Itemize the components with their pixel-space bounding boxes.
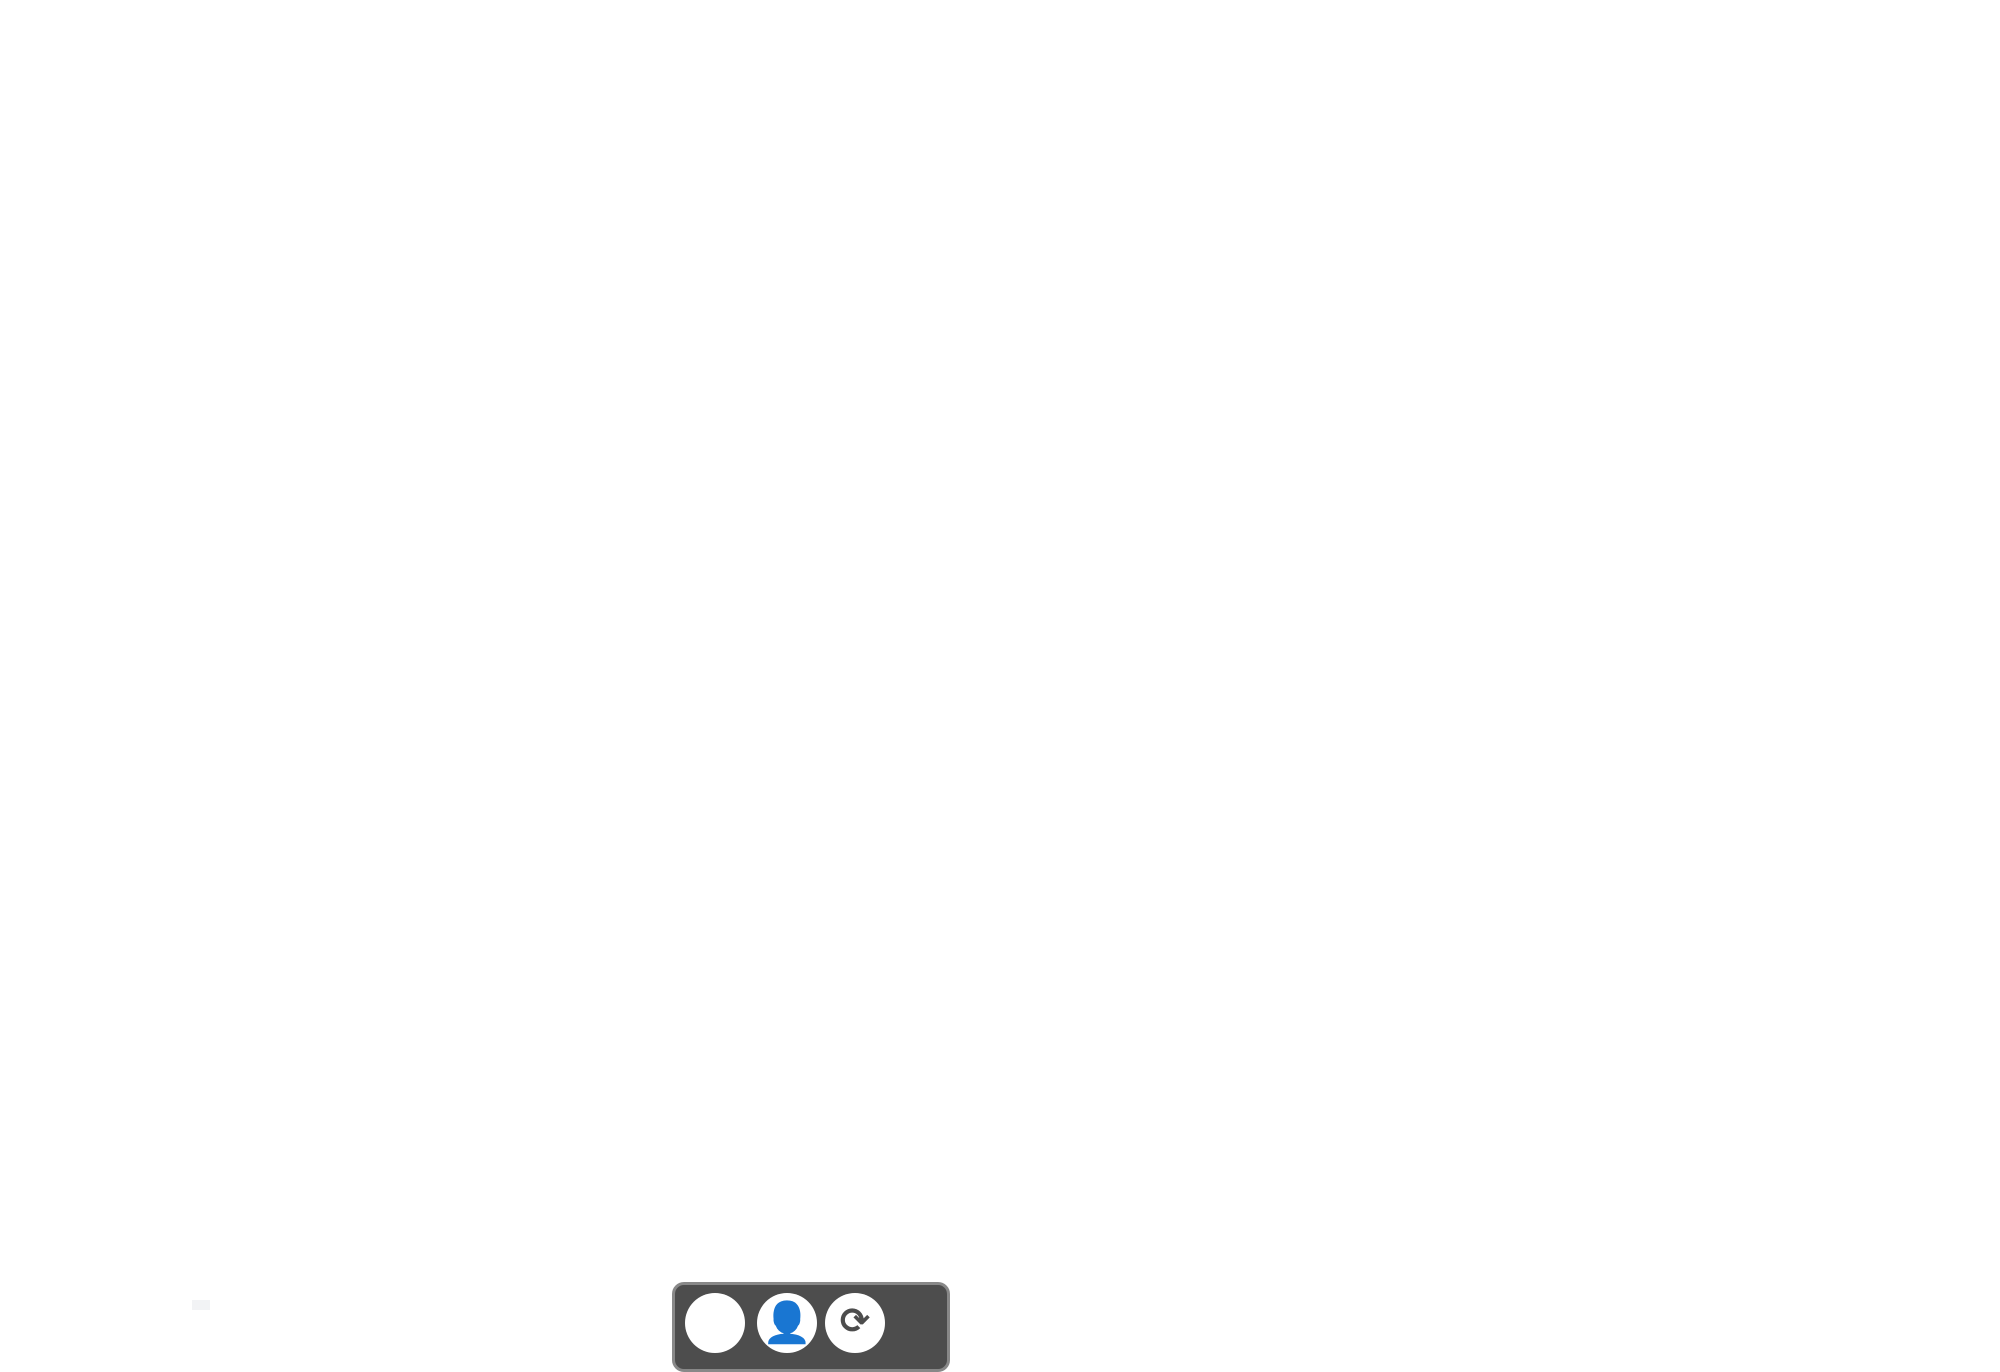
person-icon: 👤 — [762, 1300, 812, 1346]
reference-height-note — [192, 1300, 210, 1310]
cc-license-badge: 👤 ⟳ — [672, 1282, 950, 1372]
share-alike-icon: ⟳ — [839, 1301, 871, 1342]
